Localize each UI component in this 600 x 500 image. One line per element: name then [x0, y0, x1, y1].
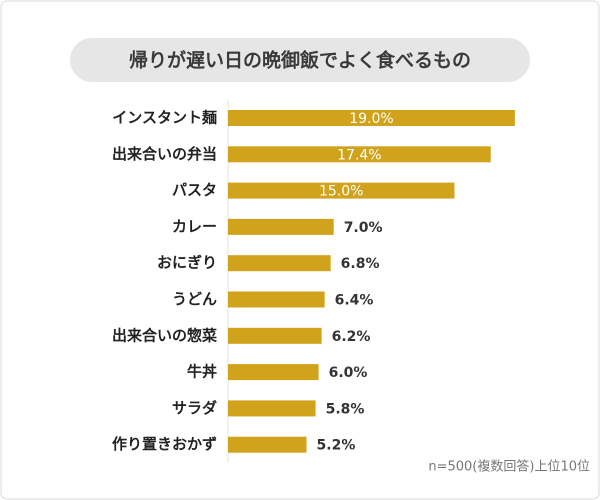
bar: [228, 327, 322, 344]
category-label: 作り置きおかず: [112, 435, 217, 453]
category-label: カレー: [172, 217, 217, 235]
value-label: 6.2%: [332, 329, 371, 345]
bar: [228, 255, 331, 272]
bar: [228, 364, 319, 381]
bar: [228, 146, 491, 163]
category-label: うどん: [172, 290, 217, 308]
value-label: 15.0%: [319, 184, 363, 200]
value-label: 6.0%: [329, 365, 368, 381]
value-label: 6.8%: [341, 256, 380, 272]
chart-title: 帰りが遅い日の晩御飯でよく食べるもの: [129, 49, 471, 72]
category-label: おにぎり: [157, 254, 217, 272]
value-label: 17.4%: [337, 147, 381, 163]
bar: [228, 400, 316, 417]
category-label: 牛丼: [187, 363, 217, 381]
value-label: 5.2%: [317, 438, 356, 454]
bar: [228, 218, 334, 235]
value-label: 19.0%: [349, 111, 393, 127]
bar: [228, 436, 307, 453]
value-label: 5.8%: [326, 401, 365, 417]
category-label: パスタ: [172, 181, 217, 199]
note: n=500(複数回答)上位10位: [428, 459, 590, 475]
value-label: 6.4%: [335, 293, 374, 309]
bar: [228, 110, 515, 126]
value-label: 7.0%: [344, 220, 383, 236]
category-label: インスタント麺: [112, 109, 217, 127]
bar: [228, 182, 455, 199]
title-pill: [70, 38, 530, 82]
category-label: 出来合いの惣菜: [112, 326, 217, 344]
bar: [228, 291, 325, 308]
category-label: 出来合いの弁当: [112, 145, 217, 163]
category-label: サラダ: [172, 399, 217, 417]
